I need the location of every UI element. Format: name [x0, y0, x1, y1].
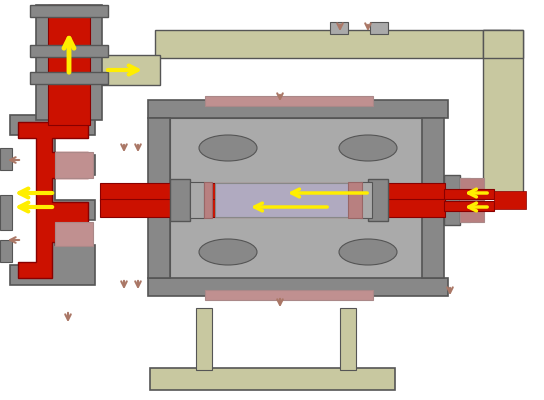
- Bar: [205, 96, 373, 106]
- Ellipse shape: [339, 135, 397, 161]
- Bar: [444, 175, 460, 225]
- Bar: [444, 189, 494, 199]
- Bar: [422, 118, 444, 278]
- Bar: [30, 72, 108, 84]
- Bar: [340, 308, 356, 370]
- Bar: [30, 45, 108, 57]
- Ellipse shape: [199, 135, 257, 161]
- Bar: [150, 368, 395, 390]
- Bar: [55, 222, 93, 246]
- Bar: [48, 5, 90, 125]
- Bar: [0, 240, 12, 262]
- Bar: [368, 179, 388, 221]
- Bar: [215, 183, 383, 217]
- Bar: [494, 191, 526, 209]
- Bar: [148, 100, 448, 118]
- Bar: [483, 30, 523, 195]
- Bar: [460, 178, 484, 222]
- Bar: [444, 201, 494, 211]
- Bar: [330, 22, 348, 34]
- Bar: [155, 30, 510, 58]
- Bar: [360, 182, 372, 218]
- Polygon shape: [10, 115, 95, 285]
- Polygon shape: [18, 122, 88, 278]
- Bar: [36, 5, 102, 120]
- Bar: [204, 182, 212, 218]
- Bar: [370, 22, 388, 34]
- Bar: [100, 199, 445, 217]
- Bar: [348, 182, 362, 218]
- Ellipse shape: [339, 239, 397, 265]
- Ellipse shape: [199, 239, 257, 265]
- Bar: [148, 118, 170, 278]
- Bar: [100, 183, 445, 201]
- Bar: [55, 152, 93, 178]
- Bar: [205, 290, 373, 300]
- Bar: [148, 278, 448, 296]
- Bar: [170, 179, 190, 221]
- Bar: [483, 30, 523, 58]
- Bar: [190, 182, 204, 218]
- Bar: [0, 148, 12, 170]
- Bar: [170, 118, 422, 278]
- Bar: [0, 195, 12, 230]
- Bar: [90, 55, 160, 85]
- Bar: [30, 5, 108, 17]
- Bar: [196, 308, 212, 370]
- Bar: [460, 178, 470, 222]
